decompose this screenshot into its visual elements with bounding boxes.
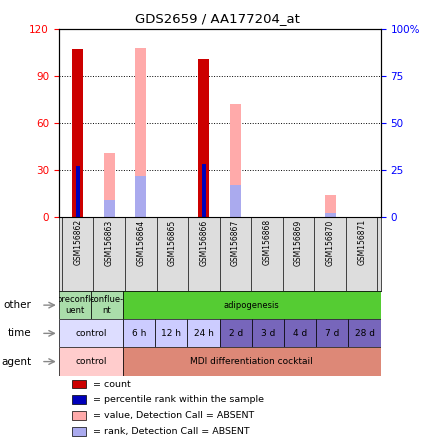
Bar: [283, 319, 316, 348]
Text: = rank, Detection Call = ABSENT: = rank, Detection Call = ABSENT: [92, 428, 249, 436]
Bar: [198, 59, 209, 217]
Bar: [72, 428, 86, 436]
Text: other: other: [3, 300, 31, 310]
Bar: [155, 319, 187, 348]
Bar: [316, 319, 348, 348]
Bar: [123, 319, 155, 348]
Bar: [230, 104, 240, 217]
Bar: [135, 176, 146, 217]
Bar: [59, 348, 123, 376]
Text: 2 d: 2 d: [228, 329, 242, 338]
Text: GSM156862: GSM156862: [73, 219, 82, 266]
Bar: [59, 291, 91, 319]
Text: = percentile rank within the sample: = percentile rank within the sample: [92, 395, 263, 404]
Text: time: time: [8, 329, 31, 338]
Text: = value, Detection Call = ABSENT: = value, Detection Call = ABSENT: [92, 411, 253, 420]
Bar: [76, 166, 79, 217]
Text: adipogenesis: adipogenesis: [224, 301, 279, 309]
Bar: [348, 319, 380, 348]
Bar: [135, 48, 146, 217]
Bar: [201, 164, 205, 217]
Text: GSM156868: GSM156868: [262, 219, 271, 266]
Text: GSM156869: GSM156869: [293, 219, 302, 266]
Bar: [72, 49, 83, 217]
Text: GSM156866: GSM156866: [199, 219, 208, 266]
Text: 12 h: 12 h: [161, 329, 181, 338]
Text: control: control: [75, 329, 106, 338]
Bar: [324, 195, 335, 217]
Bar: [324, 213, 335, 217]
Text: agent: agent: [1, 357, 31, 367]
Bar: [59, 319, 123, 348]
Bar: [72, 395, 86, 404]
Bar: [230, 185, 240, 217]
Text: GSM156870: GSM156870: [325, 219, 334, 266]
Text: 6 h: 6 h: [132, 329, 146, 338]
Text: 24 h: 24 h: [193, 329, 213, 338]
Text: GSM156864: GSM156864: [136, 219, 145, 266]
Text: GSM156867: GSM156867: [230, 219, 240, 266]
Bar: [187, 319, 219, 348]
Text: MDI differentiation cocktail: MDI differentiation cocktail: [190, 357, 312, 366]
Bar: [103, 153, 115, 217]
Bar: [123, 291, 380, 319]
Text: preconfl-
uent: preconfl- uent: [56, 295, 93, 315]
Text: = count: = count: [92, 380, 130, 388]
Text: 7 d: 7 d: [324, 329, 339, 338]
Text: GSM156863: GSM156863: [105, 219, 113, 266]
Bar: [91, 291, 123, 319]
Text: GSM156865: GSM156865: [168, 219, 177, 266]
Bar: [219, 319, 251, 348]
Text: 4 d: 4 d: [293, 329, 306, 338]
Text: conflue-
nt: conflue- nt: [90, 295, 124, 315]
Text: 3 d: 3 d: [260, 329, 275, 338]
Bar: [72, 411, 86, 420]
Bar: [72, 380, 86, 388]
Text: GSM156871: GSM156871: [356, 219, 365, 266]
Bar: [103, 200, 115, 217]
Text: control: control: [75, 357, 106, 366]
Text: 28 d: 28 d: [354, 329, 374, 338]
Text: GDS2659 / AA177204_at: GDS2659 / AA177204_at: [135, 12, 299, 25]
Bar: [251, 319, 283, 348]
Bar: [123, 348, 380, 376]
